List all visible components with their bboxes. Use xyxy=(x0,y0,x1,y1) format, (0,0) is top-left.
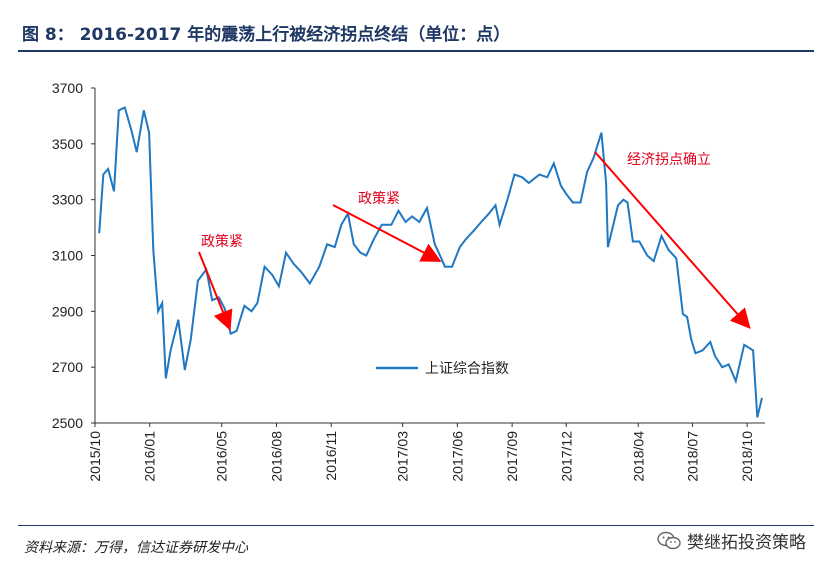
series-line-shanghai-composite xyxy=(98,106,763,418)
annotation-arrow-3 xyxy=(594,151,751,330)
y-tick-label: 2500 xyxy=(52,415,83,431)
x-axis-ticks: 2015/10 2016/01 2016/05 2016/08 2016/11 2017/… xyxy=(87,423,755,482)
y-tick-label: 3100 xyxy=(52,248,83,264)
title-rule xyxy=(18,50,814,52)
chart-title: 图 8： 2016-2017 年的震荡上行被经济拐点终结（单位：点） xyxy=(22,25,511,45)
legend-label: 上证综合指数 xyxy=(425,361,509,377)
y-tick-label: 3300 xyxy=(52,192,83,208)
x-tick-label: 2016/05 xyxy=(214,431,230,482)
x-tick-label: 2017/12 xyxy=(558,431,574,482)
y-tick-label: 2700 xyxy=(52,359,83,375)
annotation-label-1: 政策紧 xyxy=(201,233,243,250)
x-tick-label: 2016/08 xyxy=(268,431,284,482)
x-tick-label: 2018/10 xyxy=(739,431,755,482)
source-note: 资料来源：万得，信达证券研发中心 xyxy=(24,540,248,556)
y-tick-label: 3500 xyxy=(52,136,83,152)
annotation-label-2: 政策紧 xyxy=(358,190,400,207)
annotation-label-3: 经济拐点确立 xyxy=(627,152,711,168)
x-tick-label: 2017/09 xyxy=(504,431,520,482)
legend: 上证综合指数 xyxy=(376,361,509,377)
line-chart: 3700 3500 3300 3100 2900 2700 2500 2015/10 2016… xyxy=(52,80,765,482)
annotation-arrow-1 xyxy=(198,251,233,331)
watermark-text: 樊继拓投资策略 xyxy=(687,533,806,553)
x-tick-label: 2017/06 xyxy=(449,431,465,482)
wechat-icon xyxy=(657,531,681,549)
y-tick-label: 3700 xyxy=(52,80,83,96)
watermark: 樊继拓投资策略 xyxy=(657,528,806,553)
annotations: 政策紧 政策紧 经济拐点确立 xyxy=(198,151,751,331)
x-tick-label: 2018/07 xyxy=(684,431,700,482)
y-tick-label: 2900 xyxy=(52,303,83,319)
x-tick-label: 2016/11 xyxy=(323,431,339,481)
x-tick-label: 2017/03 xyxy=(395,431,411,482)
x-tick-label: 2016/01 xyxy=(142,431,158,482)
source-rule xyxy=(18,525,814,526)
y-axis-ticks: 3700 3500 3300 3100 2900 2700 2500 xyxy=(52,80,95,431)
x-tick-label: 2015/10 xyxy=(87,431,103,482)
annotation-arrow-2 xyxy=(332,204,442,262)
x-tick-label: 2018/04 xyxy=(630,431,646,482)
